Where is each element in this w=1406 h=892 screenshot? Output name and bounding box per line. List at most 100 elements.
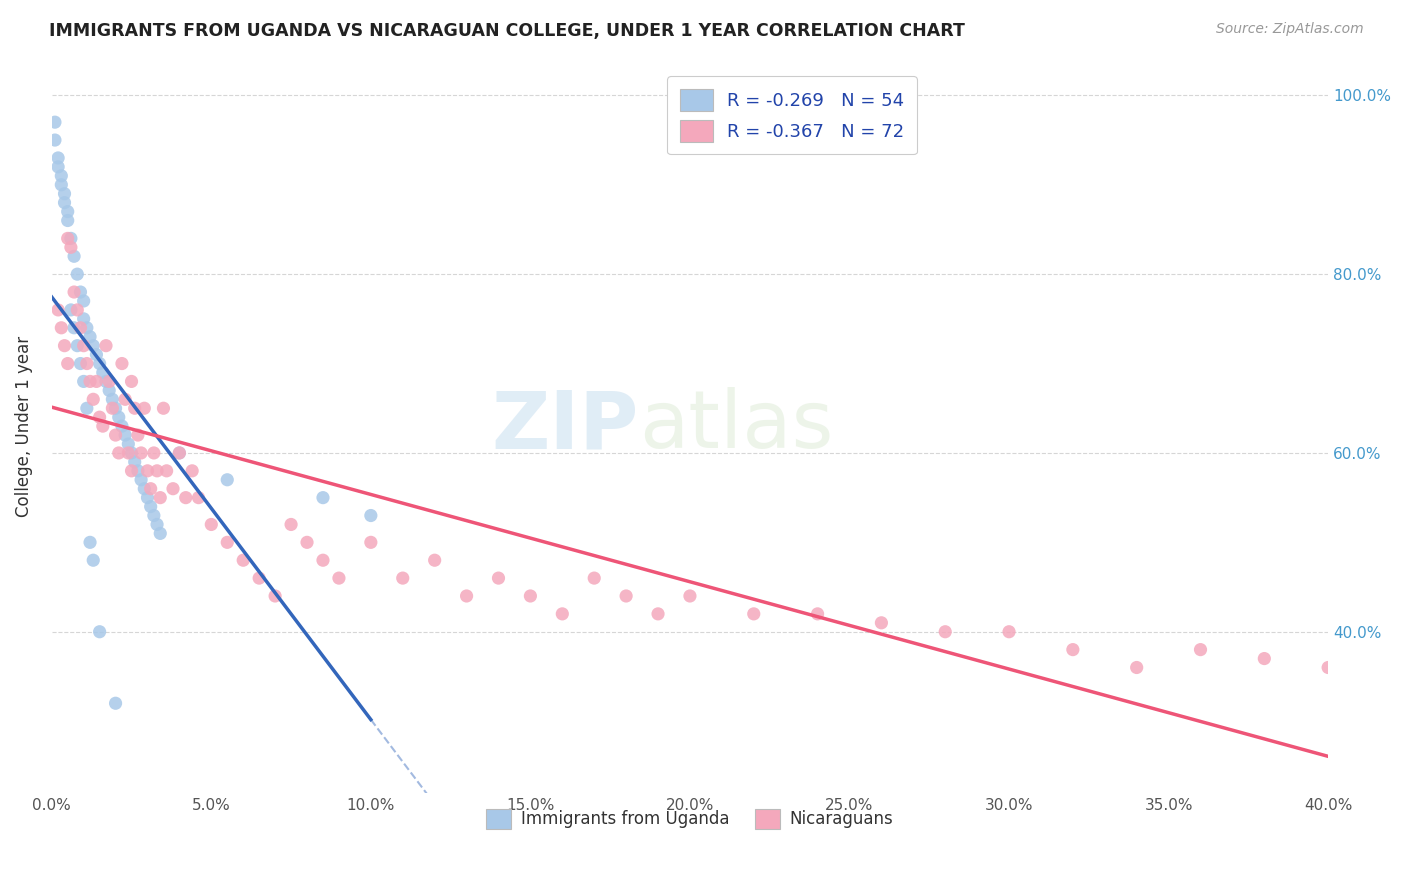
Point	[998, 624, 1021, 639]
Point	[149, 491, 172, 505]
Point	[127, 428, 149, 442]
Point	[53, 195, 76, 210]
Point	[806, 607, 828, 621]
Point	[91, 419, 114, 434]
Point	[121, 375, 143, 389]
Point	[152, 401, 174, 416]
Text: IMMIGRANTS FROM UGANDA VS NICARAGUAN COLLEGE, UNDER 1 YEAR CORRELATION CHART: IMMIGRANTS FROM UGANDA VS NICARAGUAN COL…	[49, 22, 965, 40]
Point	[98, 375, 121, 389]
Point	[934, 624, 956, 639]
Point	[104, 428, 127, 442]
Point	[76, 357, 98, 371]
Point	[79, 330, 101, 344]
Point	[162, 482, 184, 496]
Point	[1062, 642, 1084, 657]
Point	[89, 624, 111, 639]
Point	[82, 392, 104, 407]
Point	[217, 473, 239, 487]
Point	[264, 589, 287, 603]
Point	[94, 375, 117, 389]
Point	[86, 348, 108, 362]
Point	[679, 589, 702, 603]
Point	[56, 357, 79, 371]
Point	[63, 249, 86, 263]
Point	[111, 419, 134, 434]
Point	[46, 160, 69, 174]
Point	[169, 446, 191, 460]
Point	[312, 553, 335, 567]
Point	[73, 311, 96, 326]
Point	[104, 401, 127, 416]
Point	[114, 428, 136, 442]
Point	[101, 392, 124, 407]
Point	[124, 401, 146, 416]
Point	[89, 410, 111, 425]
Point	[46, 151, 69, 165]
Point	[1317, 660, 1340, 674]
Point	[69, 320, 91, 334]
Point	[583, 571, 606, 585]
Point	[391, 571, 413, 585]
Point	[1125, 660, 1147, 674]
Point	[121, 446, 143, 460]
Point	[51, 320, 73, 334]
Point	[117, 437, 139, 451]
Point	[104, 696, 127, 710]
Point	[124, 455, 146, 469]
Point	[134, 482, 156, 496]
Point	[111, 357, 134, 371]
Point	[114, 392, 136, 407]
Point	[63, 320, 86, 334]
Point	[56, 231, 79, 245]
Point	[519, 589, 541, 603]
Point	[94, 339, 117, 353]
Point	[149, 526, 172, 541]
Point	[79, 375, 101, 389]
Point	[76, 320, 98, 334]
Point	[647, 607, 669, 621]
Point	[73, 375, 96, 389]
Point	[169, 446, 191, 460]
Point	[86, 375, 108, 389]
Point	[51, 178, 73, 192]
Point	[1189, 642, 1212, 657]
Point	[295, 535, 318, 549]
Point	[107, 410, 129, 425]
Point	[53, 339, 76, 353]
Point	[139, 482, 162, 496]
Point	[328, 571, 350, 585]
Point	[181, 464, 204, 478]
Point	[488, 571, 510, 585]
Point	[44, 133, 66, 147]
Point	[423, 553, 446, 567]
Point	[360, 508, 382, 523]
Point	[91, 366, 114, 380]
Point	[73, 293, 96, 308]
Text: ZIP: ZIP	[492, 387, 638, 465]
Point	[66, 267, 89, 281]
Point	[142, 508, 165, 523]
Point	[312, 491, 335, 505]
Point	[1253, 651, 1275, 665]
Point	[156, 464, 179, 478]
Point	[870, 615, 893, 630]
Text: Source: ZipAtlas.com: Source: ZipAtlas.com	[1216, 22, 1364, 37]
Point	[129, 446, 152, 460]
Point	[44, 115, 66, 129]
Point	[63, 285, 86, 299]
Point	[101, 401, 124, 416]
Point	[614, 589, 637, 603]
Point	[200, 517, 222, 532]
Point	[59, 240, 82, 254]
Point	[360, 535, 382, 549]
Point	[742, 607, 765, 621]
Point	[66, 339, 89, 353]
Point	[76, 401, 98, 416]
Point	[280, 517, 302, 532]
Point	[551, 607, 574, 621]
Point	[146, 517, 169, 532]
Point	[139, 500, 162, 514]
Point	[174, 491, 197, 505]
Point	[217, 535, 239, 549]
Point	[59, 302, 82, 317]
